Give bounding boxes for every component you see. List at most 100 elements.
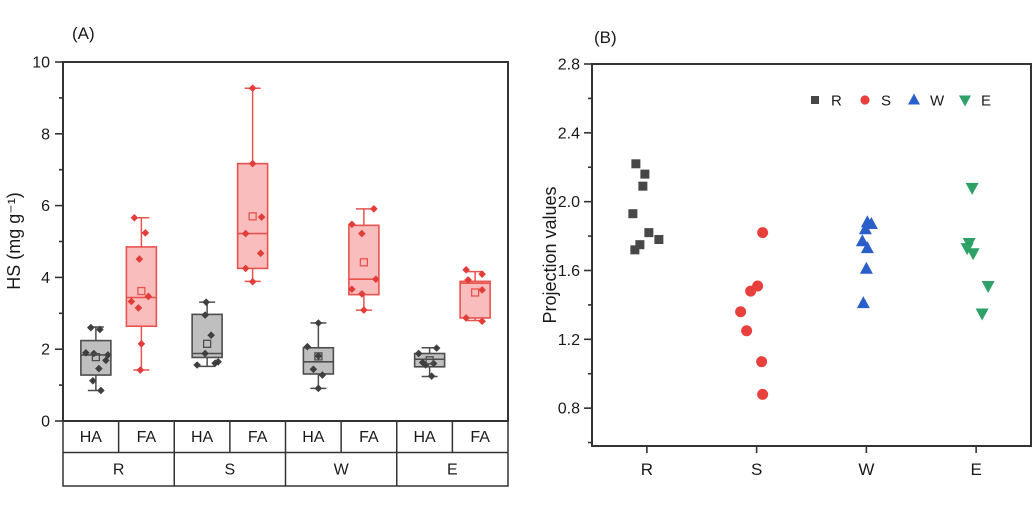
data-point-circle	[757, 227, 769, 239]
data-point-diamond	[135, 255, 144, 263]
data-point-diamond	[478, 317, 486, 325]
data-point-triangle-down	[966, 248, 980, 261]
data-point-diamond	[370, 205, 378, 213]
data-point-diamond	[348, 285, 356, 294]
x-category-label: R	[641, 460, 653, 479]
panel-b-title: (B)	[594, 28, 617, 47]
data-point-triangle-up	[860, 241, 874, 254]
data-point-square	[635, 240, 645, 250]
data-point-diamond	[193, 361, 201, 369]
data-point-diamond	[314, 319, 323, 327]
fraction-label: FA	[470, 429, 490, 446]
data-point-triangle-up	[856, 296, 870, 309]
data-point-diamond	[202, 298, 210, 306]
data-point-triangle-down	[975, 308, 989, 321]
data-point-circle	[860, 95, 870, 105]
data-point-diamond	[241, 229, 250, 238]
legend-label: W	[930, 93, 945, 110]
data-point-triangle-up	[859, 261, 873, 274]
data-point-diamond	[102, 356, 110, 365]
data-point-diamond	[464, 276, 472, 284]
data-point-square	[640, 169, 650, 179]
mean-marker	[91, 352, 101, 362]
mean-marker	[425, 356, 434, 365]
box-E-FA	[459, 266, 491, 325]
data-point-circle	[756, 356, 768, 368]
data-point-circle	[735, 306, 747, 318]
y-tick-label: 4	[41, 270, 50, 287]
data-point-diamond	[432, 344, 441, 352]
data-point-triangle-up	[855, 234, 869, 247]
fraction-label: FA	[359, 429, 379, 446]
data-point-diamond	[478, 286, 486, 294]
box-R-HA	[80, 323, 112, 395]
data-point-diamond	[144, 292, 153, 301]
data-point-diamond	[97, 386, 105, 395]
data-point-diamond	[87, 323, 95, 332]
data-point-circle	[745, 285, 757, 297]
data-point-diamond	[318, 371, 327, 379]
fraction-label: HA	[302, 429, 325, 446]
mean-marker	[202, 339, 212, 348]
fraction-label: HA	[413, 429, 436, 446]
data-point-diamond	[248, 277, 257, 286]
data-point-square	[811, 96, 819, 104]
scatter-series-R	[628, 159, 664, 255]
data-point-diamond	[303, 342, 312, 351]
panel-a-title: (A)	[72, 24, 95, 43]
data-point-diamond	[201, 311, 209, 319]
data-point-triangle-up	[858, 222, 872, 235]
y-tick-label: 10	[32, 55, 50, 72]
scatter-series-S	[735, 227, 769, 400]
data-point-diamond	[314, 352, 323, 360]
x-category-label: S	[751, 460, 762, 479]
mean-marker	[359, 258, 369, 267]
data-point-diamond	[89, 376, 97, 385]
data-point-triangle-up	[864, 217, 878, 230]
data-point-diamond	[141, 229, 150, 237]
scatter-series-W	[855, 215, 878, 309]
y-axis	[55, 61, 63, 422]
data-point-diamond	[256, 249, 265, 258]
plot-frame	[591, 63, 1032, 447]
mean-marker	[248, 212, 257, 221]
y-tick-label: 6	[41, 198, 50, 215]
box-rect	[459, 280, 491, 319]
data-point-diamond	[358, 290, 366, 298]
y-tick-label: 1.2	[558, 332, 580, 349]
box-rect	[348, 224, 380, 296]
fraction-label: HA	[80, 429, 103, 446]
y-tick-label: 2.8	[558, 57, 580, 74]
data-point-diamond	[130, 214, 139, 222]
data-point-diamond	[462, 314, 470, 322]
data-point-square	[638, 181, 648, 191]
mean-marker	[137, 286, 146, 296]
data-point-diamond	[314, 384, 323, 393]
data-point-triangle-up	[908, 93, 920, 105]
data-point-diamond	[136, 366, 145, 374]
fraction-label: FA	[137, 429, 157, 446]
y-tick-label: 2.0	[558, 194, 580, 211]
data-point-square	[654, 235, 664, 245]
y-tick-label: 8	[41, 126, 50, 143]
box-S-HA	[191, 298, 223, 369]
box-W-FA	[348, 205, 380, 314]
y-tick-label: 2	[41, 342, 50, 359]
fraction-label: FA	[248, 429, 268, 446]
y-tick-label: 0	[41, 414, 50, 431]
data-point-square	[630, 245, 640, 255]
data-point-diamond	[248, 84, 257, 93]
data-point-circle	[757, 388, 769, 400]
box-R-FA	[125, 214, 158, 374]
x-axis	[646, 446, 977, 453]
data-point-diamond	[137, 340, 146, 348]
panel-a-chart: 0 2 4 6 8 10 HA FA HA FA HA FA HA FA R S W E	[32, 55, 509, 487]
box-rect	[191, 313, 223, 359]
data-point-diamond	[360, 306, 368, 314]
data-point-diamond	[211, 359, 219, 368]
data-point-diamond	[96, 325, 104, 334]
box-S-FA	[236, 84, 269, 286]
legend-label: E	[981, 93, 991, 110]
